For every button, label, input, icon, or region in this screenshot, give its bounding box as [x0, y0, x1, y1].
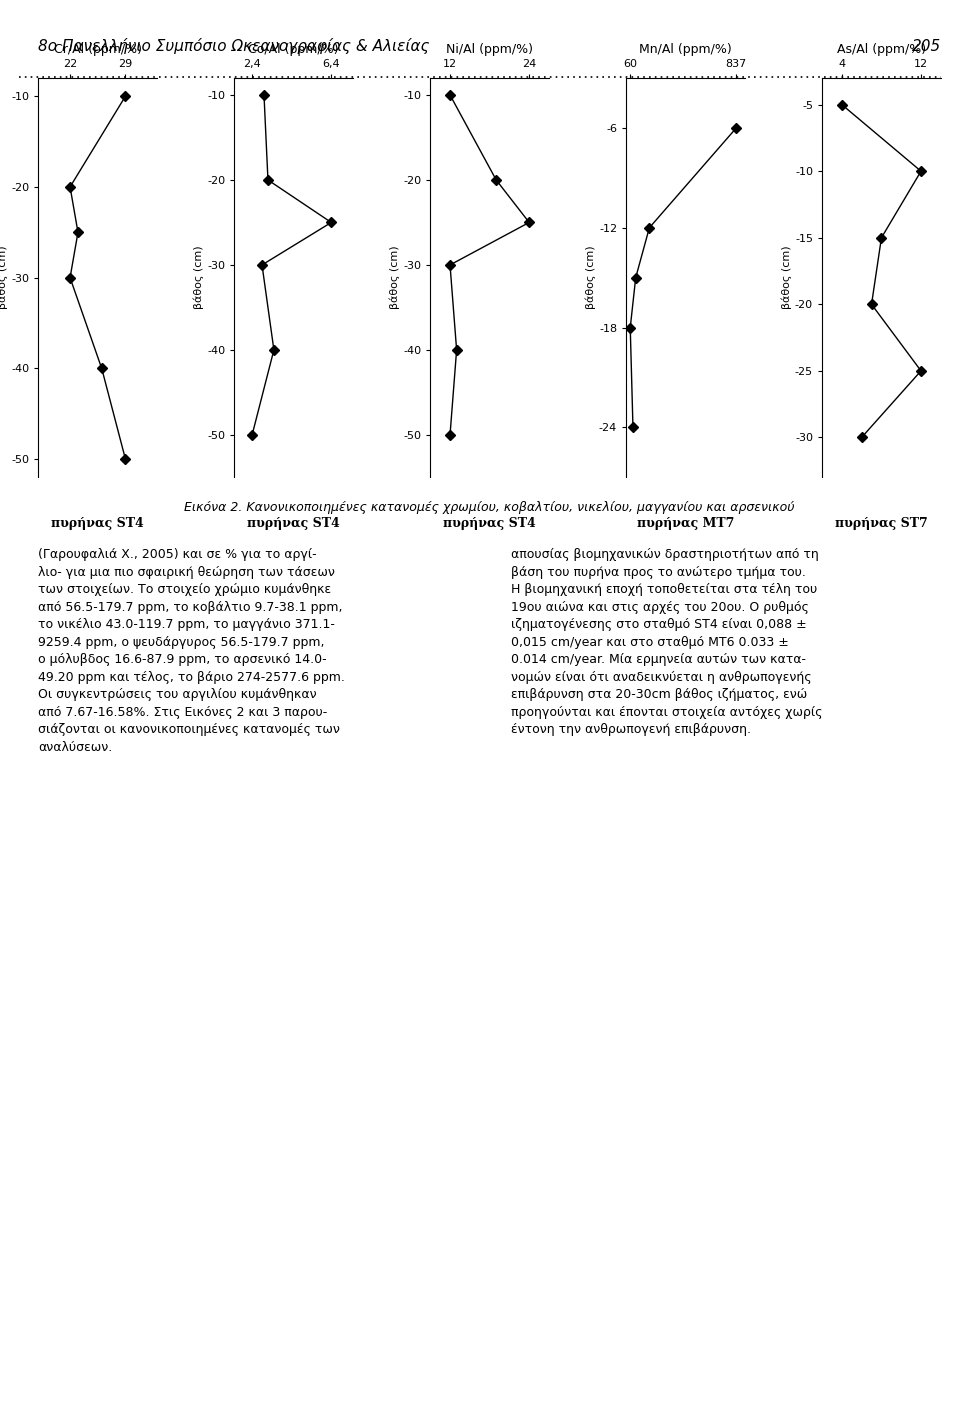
- Text: πυρήνας ST4: πυρήνας ST4: [444, 518, 536, 530]
- Title: Ni/Al (ppm/%): Ni/Al (ppm/%): [446, 43, 533, 55]
- Text: 8o Πανελλήνιο Συμπόσιο Ωκεανογραφίας & Αλιείας: 8o Πανελλήνιο Συμπόσιο Ωκεανογραφίας & Α…: [38, 38, 430, 54]
- Y-axis label: βάθος (cm): βάθος (cm): [194, 245, 204, 309]
- Y-axis label: βάθος (cm): βάθος (cm): [0, 245, 9, 309]
- Text: 205: 205: [912, 38, 941, 54]
- Title: Co/Al (ppm/%): Co/Al (ppm/%): [249, 43, 339, 55]
- Text: πυρήνας ST7: πυρήνας ST7: [835, 518, 927, 530]
- Title: As/Al (ppm/%): As/Al (ppm/%): [837, 43, 926, 55]
- Title: Mn/Al (ppm/%): Mn/Al (ppm/%): [639, 43, 732, 55]
- Y-axis label: βάθος (cm): βάθος (cm): [390, 245, 400, 309]
- Text: Εικόνα 2. Κανονικοποιημένες κατανομές χρωμίου, κοβαλτίου, νικελίου, μαγγανίου κα: Εικόνα 2. Κανονικοποιημένες κατανομές χρ…: [184, 502, 795, 515]
- Y-axis label: βάθος (cm): βάθος (cm): [586, 245, 596, 309]
- Text: απουσίας βιομηχανικών δραστηριοτήτων από τη
βάση του πυρήνα προς το ανώτερο τμήμ: απουσίας βιομηχανικών δραστηριοτήτων από…: [511, 547, 823, 736]
- Text: πυρήνας ST4: πυρήνας ST4: [52, 518, 144, 530]
- Text: πυρήνας ST4: πυρήνας ST4: [248, 518, 340, 530]
- Text: (Γαρουφαλιά Χ., 2005) και σε % για το αργί-
λιο- για μια πιο σφαιρική θεώρηση τω: (Γαρουφαλιά Χ., 2005) και σε % για το αρ…: [38, 547, 346, 753]
- Text: πυρήνας MT7: πυρήνας MT7: [636, 518, 734, 530]
- Title: Cr/Al (ppm/%): Cr/Al (ppm/%): [54, 43, 142, 55]
- Y-axis label: βάθος (cm): βάθος (cm): [781, 245, 792, 309]
